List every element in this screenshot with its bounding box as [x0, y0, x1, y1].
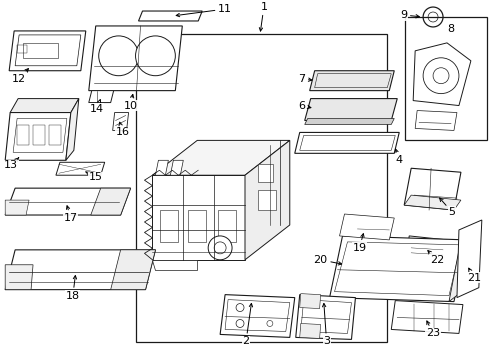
Polygon shape [89, 91, 114, 103]
Text: 13: 13 [4, 158, 19, 170]
Circle shape [236, 303, 244, 311]
Circle shape [267, 320, 273, 327]
Bar [17, 45, 27, 53]
Text: 14: 14 [90, 100, 104, 113]
Polygon shape [407, 236, 447, 260]
Bar [188, 210, 206, 242]
Text: 6: 6 [298, 100, 311, 111]
Polygon shape [300, 294, 320, 309]
Text: 8: 8 [447, 24, 455, 34]
Polygon shape [113, 113, 128, 130]
Text: 18: 18 [66, 275, 80, 301]
Text: 15: 15 [86, 172, 103, 182]
Polygon shape [5, 265, 33, 290]
Circle shape [423, 58, 459, 94]
Text: 23: 23 [426, 321, 440, 338]
Polygon shape [330, 236, 467, 302]
Circle shape [136, 36, 175, 76]
Bar [17, 126, 29, 145]
Text: 17: 17 [64, 206, 78, 223]
Polygon shape [152, 175, 245, 260]
Polygon shape [10, 99, 79, 113]
Polygon shape [415, 111, 457, 130]
Polygon shape [56, 162, 105, 175]
Text: 3: 3 [322, 303, 330, 346]
Text: 7: 7 [298, 74, 312, 84]
Text: 1: 1 [259, 2, 268, 31]
Polygon shape [300, 324, 320, 338]
Text: 9: 9 [400, 10, 419, 20]
Polygon shape [295, 132, 399, 153]
Polygon shape [5, 113, 71, 160]
Bar [405, 17, 487, 140]
Polygon shape [5, 200, 29, 215]
Bar [218, 210, 236, 242]
Polygon shape [305, 99, 397, 121]
Polygon shape [66, 99, 79, 160]
Text: 11: 11 [176, 4, 232, 17]
Bar [258, 164, 273, 182]
Polygon shape [404, 195, 461, 210]
Text: 4: 4 [395, 149, 403, 165]
Polygon shape [457, 220, 482, 298]
Text: 10: 10 [123, 94, 138, 111]
Polygon shape [5, 250, 155, 290]
Polygon shape [310, 71, 394, 91]
Bar [23, 43, 58, 58]
Polygon shape [340, 214, 394, 240]
Polygon shape [404, 168, 461, 210]
Polygon shape [9, 31, 86, 71]
Text: 19: 19 [352, 234, 367, 253]
Polygon shape [392, 301, 463, 333]
Polygon shape [449, 235, 479, 302]
Polygon shape [220, 294, 295, 337]
Polygon shape [111, 250, 155, 290]
Text: 5: 5 [440, 198, 456, 217]
Text: 20: 20 [314, 255, 342, 265]
Polygon shape [171, 160, 183, 175]
Polygon shape [5, 188, 130, 215]
Circle shape [423, 7, 443, 27]
Text: 16: 16 [116, 122, 129, 138]
Bar [33, 126, 45, 145]
Text: 2: 2 [243, 303, 253, 346]
Circle shape [236, 320, 244, 328]
Circle shape [98, 36, 139, 76]
Text: 21: 21 [467, 268, 481, 283]
Bar [49, 126, 61, 145]
Polygon shape [89, 26, 182, 91]
Polygon shape [152, 260, 197, 270]
Polygon shape [245, 140, 290, 260]
Circle shape [208, 236, 232, 260]
Polygon shape [152, 140, 290, 175]
Polygon shape [354, 218, 392, 240]
Polygon shape [305, 118, 394, 125]
Polygon shape [155, 160, 169, 175]
Polygon shape [413, 43, 471, 105]
Bar [258, 190, 276, 210]
Text: 22: 22 [428, 251, 444, 265]
Polygon shape [91, 188, 130, 215]
Polygon shape [296, 294, 355, 339]
Polygon shape [139, 11, 202, 21]
Bar [136, 34, 387, 342]
Text: 12: 12 [12, 69, 28, 84]
Bar [160, 210, 178, 242]
